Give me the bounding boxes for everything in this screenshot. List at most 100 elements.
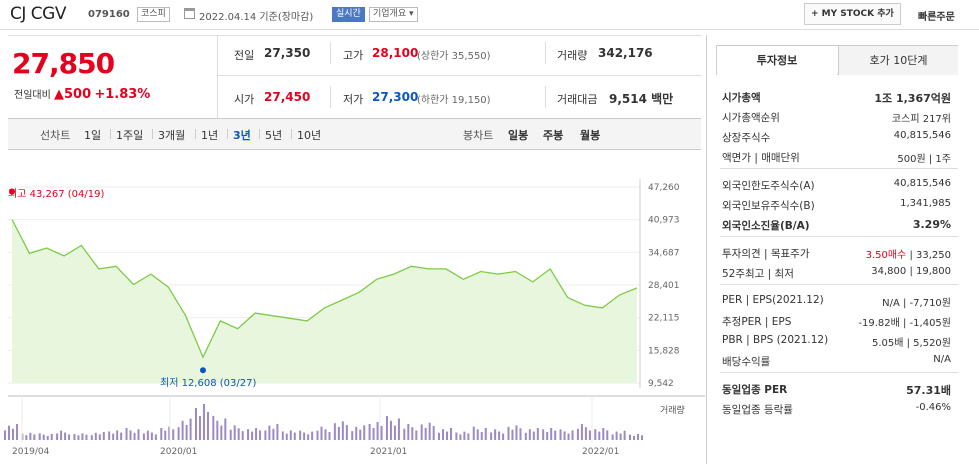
info-row-label: 외국인한도주식수(A) <box>722 180 815 192</box>
info-row-value: 40,815,546 <box>893 130 951 141</box>
volume-bar <box>372 428 375 440</box>
volume-bar <box>181 420 184 440</box>
volume-bar <box>189 418 192 440</box>
volume-bar <box>637 434 639 440</box>
x-tick-label: 2020/01 <box>160 447 197 457</box>
volume-bar <box>142 433 145 440</box>
sep <box>545 86 546 108</box>
volume-bar <box>494 429 497 440</box>
period-tab[interactable]: 5년 <box>265 129 283 142</box>
change-value: ▲500 <box>54 87 92 102</box>
info-row-label: 외국인보유주식수(B) <box>722 200 815 212</box>
min-marker <box>199 367 206 374</box>
low-value: 27,300 <box>372 90 419 104</box>
info-row-label: 시가총액 <box>722 92 761 104</box>
candle-tab[interactable]: 월봉 <box>580 129 601 142</box>
info-row-value: 40,815,546 <box>893 178 951 189</box>
tab-investment-info[interactable]: 투자정보 <box>717 46 837 75</box>
section-divider <box>720 372 958 373</box>
volume-label: 거래량 <box>557 49 588 62</box>
info-row-value: N/A | -7,710원 <box>882 298 951 309</box>
sep <box>545 42 546 64</box>
volume-bar <box>194 408 197 440</box>
volume-bar <box>38 433 41 440</box>
volume-bar <box>559 429 562 440</box>
y-tick-label: 9,542 <box>648 379 674 389</box>
volume-bar <box>641 435 643 440</box>
volume-bar <box>25 435 28 440</box>
sep <box>330 42 331 64</box>
calendar-icon <box>184 8 195 19</box>
volume-bar <box>524 432 527 440</box>
volume-bar <box>420 424 423 440</box>
volume-bar <box>403 428 406 440</box>
volume-bar <box>328 432 331 440</box>
volume-bar <box>515 425 518 440</box>
volume-bar <box>385 416 388 440</box>
price-line <box>11 219 638 359</box>
company-info-dropdown[interactable]: 기업개요 ▾ <box>369 7 418 22</box>
volume-bar <box>415 430 418 440</box>
candle-chart-label: 봉차트 <box>463 129 494 142</box>
volume-bar <box>594 429 597 440</box>
info-row-value: 57.31배 <box>906 384 951 397</box>
volume-bar <box>588 430 591 440</box>
open-value: 27,450 <box>264 90 311 104</box>
volume-bar <box>411 427 414 440</box>
price-chart[interactable]: 47,260 40,973 34,687 28,401 22,115 15,828 9,54… <box>0 150 705 464</box>
period-tab[interactable]: 1주일 <box>116 129 144 142</box>
volume-bar <box>611 434 614 440</box>
volume-bar <box>536 428 539 440</box>
high-value: 28,100 <box>372 46 419 60</box>
live-badge[interactable]: 실시간 <box>332 7 365 22</box>
volume-bar <box>172 429 175 440</box>
volume-bar <box>112 433 115 440</box>
market-badge: 코스피 <box>137 7 170 22</box>
volume-bar <box>268 425 271 440</box>
volume-bar <box>380 426 383 440</box>
volume-bar <box>206 412 209 440</box>
volume-bar <box>507 426 510 440</box>
volume-bar <box>247 429 250 440</box>
period-tab[interactable]: 1일 <box>84 129 102 142</box>
high-label: 고가 <box>343 49 364 62</box>
volume-bar <box>202 404 205 440</box>
volume-bar <box>64 432 67 440</box>
volume-bar <box>490 432 493 440</box>
info-row-label: 추정PER | EPS <box>722 316 792 328</box>
tab-order-book[interactable]: 호가 10단계 <box>838 46 958 75</box>
info-row-label: 외국인소진율(B/A) <box>722 220 810 232</box>
volume-bar <box>571 430 574 440</box>
stock-code: 079160 <box>88 9 130 20</box>
volume-bar <box>584 427 587 440</box>
tab-separator <box>152 129 153 139</box>
volume-bar <box>376 422 379 440</box>
volume-bar <box>33 434 36 440</box>
fast-order-link[interactable]: 빠른주문 <box>918 12 955 23</box>
volume-bar <box>438 432 441 440</box>
info-row-label: 동일업종 PER <box>722 384 788 396</box>
info-row-value: 500원 | 1주 <box>897 154 951 165</box>
period-tab[interactable]: 3년 <box>233 129 251 142</box>
y-tick-label: 15,828 <box>648 346 680 356</box>
volume-value: 342,176 <box>598 46 653 60</box>
volume-bar <box>389 420 392 440</box>
volume-legend: 거래량 <box>660 404 685 416</box>
candle-tab[interactable]: 일봉 <box>508 129 529 142</box>
volume-bar <box>623 430 626 440</box>
volume-bar <box>8 425 10 440</box>
volume-bar <box>154 434 157 440</box>
volume-bar <box>255 428 258 440</box>
volume-bar <box>12 428 14 440</box>
volume-bar <box>619 433 622 440</box>
period-tab[interactable]: 1년 <box>201 129 219 142</box>
period-tab[interactable]: 10년 <box>297 129 322 142</box>
candle-tab[interactable]: 주봉 <box>543 129 564 142</box>
volume-bar <box>446 431 449 440</box>
volume-bar <box>220 425 223 440</box>
my-stock-add-button[interactable]: + MY STOCK 추가 <box>804 3 901 25</box>
rating: 3.50매수 <box>865 250 910 261</box>
period-tab[interactable]: 3개월 <box>158 129 186 142</box>
volume-bar <box>16 424 18 440</box>
low-label: 저가 <box>343 93 364 106</box>
